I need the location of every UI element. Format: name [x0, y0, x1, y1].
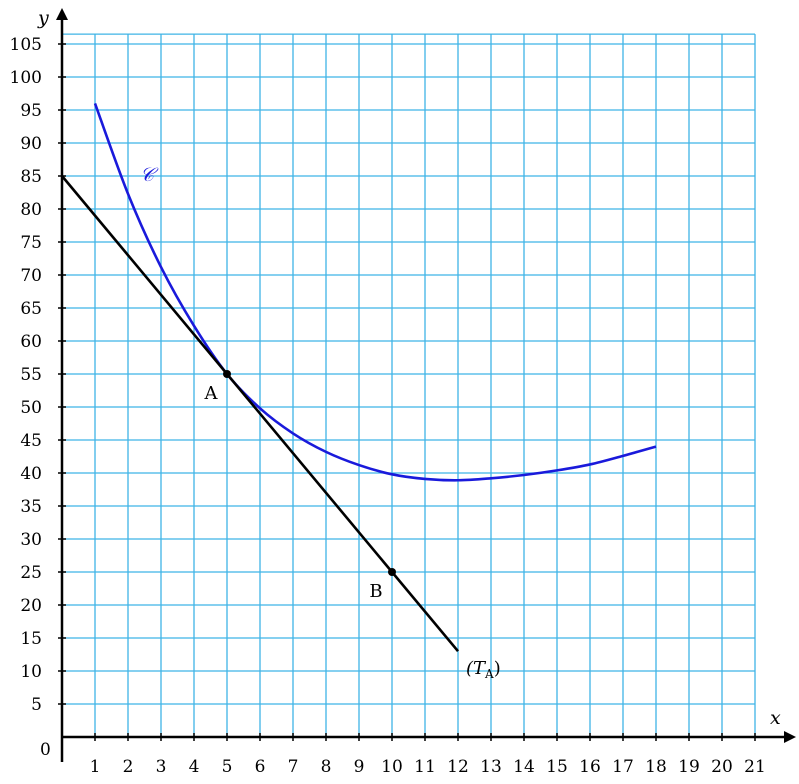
point-a-marker: [223, 370, 231, 378]
x-tick-labels: 1 2 3 4 5 6 7 8 9 10 11 12 13 14 15 16 17 18 19 20 21: [90, 733, 766, 777]
point-a-label: A: [204, 383, 219, 404]
tangent-label-group: (TA): [466, 658, 501, 681]
x-axis-label: x: [770, 707, 781, 729]
point-b-marker: [388, 568, 396, 576]
x-tick-label: 5: [222, 757, 233, 777]
y-tick-label: 95: [20, 101, 42, 121]
x-tick-label: 9: [354, 757, 365, 777]
y-tick-label: 15: [20, 629, 42, 649]
y-tick-label: 40: [20, 464, 42, 484]
x-tick-label: 16: [579, 757, 601, 777]
x-tick-label: 11: [414, 757, 436, 777]
x-tick-label: 21: [744, 757, 766, 777]
tangent-label-main: (T: [466, 658, 487, 679]
tangent-label: (TA): [466, 658, 501, 681]
x-tick-label: 15: [546, 757, 568, 777]
y-tick-label: 50: [20, 398, 42, 418]
x-tick-label: 6: [255, 757, 266, 777]
y-tick-label: 35: [20, 497, 42, 517]
curve-c-line: [93, 102, 657, 482]
y-tick-label: 70: [20, 266, 42, 286]
curve-label: 𝒞: [140, 164, 159, 186]
x-tick-label: 2: [123, 757, 134, 777]
y-tick-label: 65: [20, 299, 42, 319]
y-axis-arrow: [56, 8, 68, 20]
grid: [62, 33, 756, 737]
point-b-label: B: [369, 581, 382, 602]
x-tick-label: 13: [480, 757, 502, 777]
labeled-points: AB: [204, 370, 396, 602]
y-tick-label: 85: [20, 167, 42, 187]
x-tick-label: 4: [189, 757, 200, 777]
y-tick-label: 25: [20, 563, 42, 583]
y-tick-label: 105: [10, 35, 42, 55]
x-tick-label: 18: [645, 757, 667, 777]
y-axis-label: y: [37, 7, 49, 29]
tangent-label-close: ): [494, 658, 501, 679]
y-tick-label: 30: [20, 530, 42, 550]
y-tick-label: 55: [20, 365, 42, 385]
y-tick-label: 5: [31, 695, 42, 715]
y-tick-label: 100: [10, 68, 42, 88]
x-tick-label: 3: [156, 757, 167, 777]
curve-label-group: 𝒞: [140, 164, 159, 186]
x-tick-label: 1: [90, 757, 101, 777]
x-axis-arrow: [784, 731, 796, 743]
y-tick-label: 45: [20, 431, 42, 451]
origin-label: 0: [40, 740, 51, 760]
x-tick-label: 7: [288, 757, 299, 777]
x-tick-label: 8: [321, 757, 332, 777]
x-tick-label: 12: [447, 757, 469, 777]
x-tick-label: 10: [381, 757, 403, 777]
x-tick-label: 17: [612, 757, 634, 777]
y-tick-label: 10: [20, 662, 42, 682]
y-tick-label: 80: [20, 200, 42, 220]
axes: x y 0: [37, 7, 796, 762]
y-tick-label: 90: [20, 134, 42, 154]
y-tick-labels: 5 10 15 20 25 30 35 40 45 50 55 60 65 70 75 80 85 90 95 100…: [10, 35, 66, 715]
tangent-label-sub: A: [484, 667, 494, 681]
y-tick-label: 60: [20, 332, 42, 352]
y-tick-label: 20: [20, 596, 42, 616]
x-tick-label: 14: [513, 757, 535, 777]
y-tick-label: 75: [20, 233, 42, 253]
x-tick-label: 20: [711, 757, 733, 777]
x-tick-label: 19: [678, 757, 700, 777]
